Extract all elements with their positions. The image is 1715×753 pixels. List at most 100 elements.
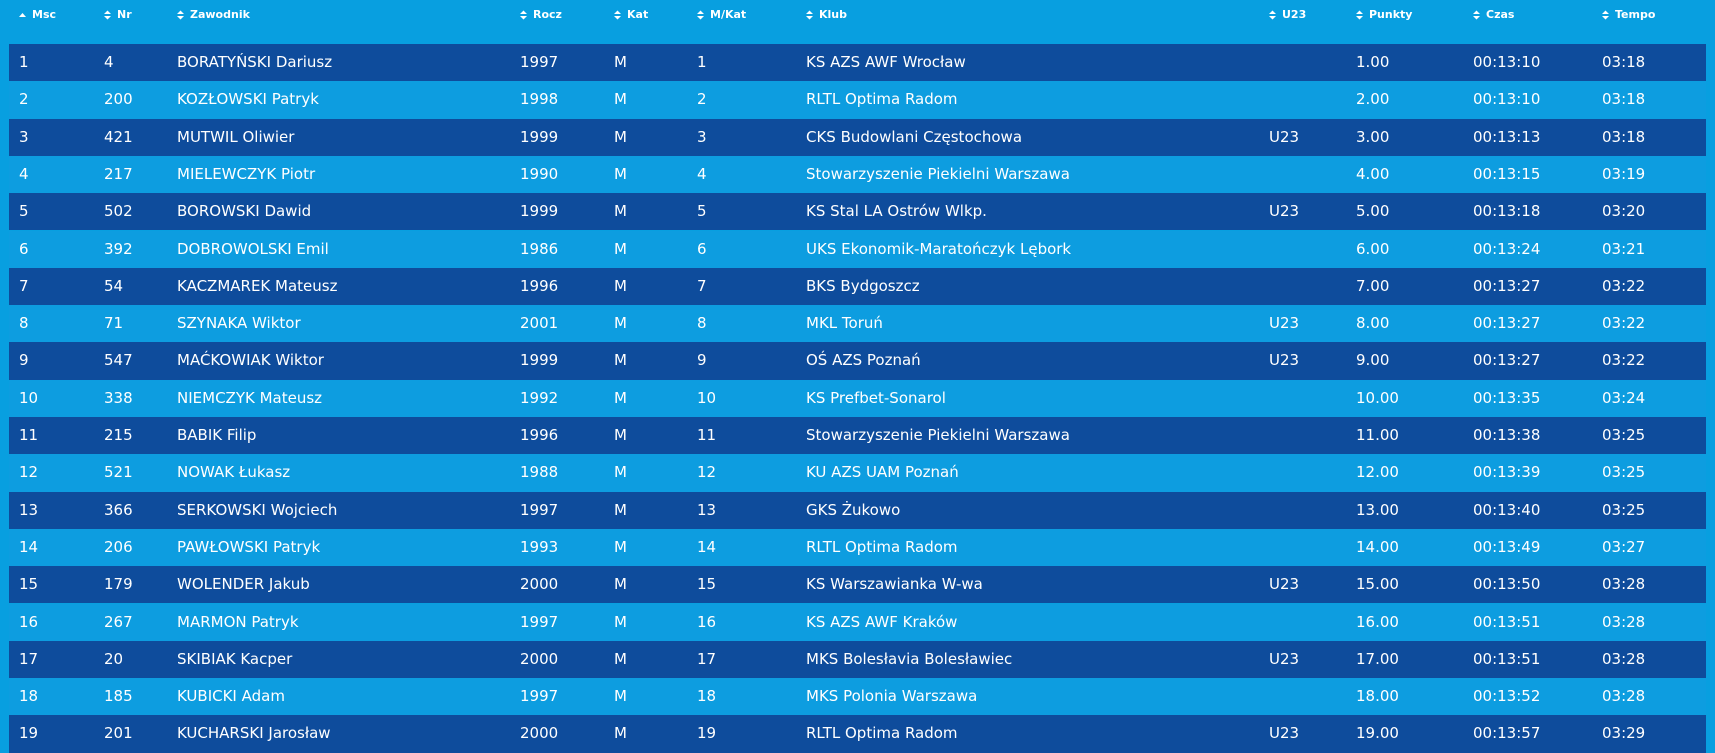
sort-icon	[1269, 10, 1276, 19]
sort-icon	[19, 12, 26, 17]
table-cell: 10	[697, 388, 717, 407]
table-cell: 200	[104, 90, 133, 109]
table-cell: 521	[104, 463, 133, 482]
column-header-label: Punkty	[1369, 8, 1413, 21]
table-cell: 00:13:27	[1473, 351, 1541, 370]
table-cell: 338	[104, 388, 133, 407]
table-cell: WOLENDER Jakub	[177, 575, 310, 594]
table-cell: 2	[19, 90, 29, 109]
table-row: 11 215 BABIK Filip 1996 M 11 Stowarzyszenie Pi…	[9, 417, 1706, 455]
table-cell: 1996	[520, 426, 559, 444]
table-cell: M	[614, 202, 627, 221]
table-row: 2 200 KOZŁOWSKI Patryk 1998 M 2 RLTL Optima Ra…	[9, 81, 1706, 119]
table-row: 9 547 MAĆKOWIAK Wiktor 1999 M 9 OŚ AZS Poznań U…	[9, 342, 1706, 380]
column-header[interactable]: Nr	[104, 8, 132, 21]
table-cell: MKS Polonia Warszawa	[806, 687, 978, 706]
column-header-label: Rocz	[533, 8, 562, 21]
table-cell: 6.00	[1356, 239, 1390, 258]
table-cell: 1997	[520, 687, 559, 706]
column-header-label: Nr	[117, 8, 132, 21]
table-cell: 179	[104, 575, 133, 594]
column-header[interactable]: Rocz	[520, 8, 562, 21]
table-cell: M	[614, 575, 627, 594]
table-cell: 1	[697, 53, 707, 71]
table-cell: 5.00	[1356, 202, 1390, 221]
column-header[interactable]: Klub	[806, 8, 847, 21]
table-cell: M	[614, 388, 627, 407]
table-cell: 547	[104, 351, 133, 370]
column-header[interactable]: Kat	[614, 8, 648, 21]
table-cell: 9	[19, 351, 29, 370]
table-cell: 03:21	[1602, 239, 1646, 258]
table-cell: 03:25	[1602, 426, 1646, 444]
table-cell: BABIK Filip	[177, 426, 257, 444]
table-cell: 1.00	[1356, 53, 1390, 71]
table-cell: GKS Żukowo	[806, 500, 901, 519]
column-header[interactable]: Tempo	[1602, 8, 1655, 21]
table-cell: BORATYŃSKI Dariusz	[177, 53, 333, 71]
table-cell: 03:28	[1602, 687, 1646, 706]
table-cell: 2001	[520, 314, 559, 333]
table-cell: M	[614, 426, 627, 444]
table-cell: 00:13:51	[1473, 649, 1541, 668]
table-cell: MKS Bolesłavia Bolesławiec	[806, 649, 1013, 668]
table-cell: 03:25	[1602, 463, 1646, 482]
table-cell: 00:13:50	[1473, 575, 1541, 594]
table-cell: 16	[19, 612, 39, 631]
table-cell: 5	[19, 202, 29, 221]
table-cell: 03:19	[1602, 164, 1646, 183]
table-cell: 421	[104, 127, 133, 146]
table-cell: 03:22	[1602, 276, 1646, 295]
table-cell: 00:13:39	[1473, 463, 1541, 482]
table-cell: 00:13:35	[1473, 388, 1541, 407]
column-header[interactable]: Zawodnik	[177, 8, 250, 21]
table-cell: MAĆKOWIAK Wiktor	[177, 351, 324, 370]
table-cell: 03:18	[1602, 90, 1646, 109]
table-cell: 00:13:18	[1473, 202, 1541, 221]
table-cell: 03:18	[1602, 53, 1646, 71]
table-cell: CKS Budowlani Częstochowa	[806, 127, 1023, 146]
table-cell: 8	[19, 314, 29, 333]
table-cell: 19.00	[1356, 724, 1399, 743]
table-cell: 03:28	[1602, 575, 1646, 594]
table-cell: NOWAK Łukasz	[177, 463, 291, 482]
table-cell: MKL Toruń	[806, 314, 883, 333]
table-cell: M	[614, 649, 627, 668]
table-cell: MUTWIL Oliwier	[177, 127, 295, 146]
table-cell: 03:24	[1602, 388, 1646, 407]
table-cell: 5	[697, 202, 707, 221]
table-cell: 10.00	[1356, 388, 1399, 407]
column-header[interactable]: Punkty	[1356, 8, 1412, 21]
column-header-label: Zawodnik	[190, 8, 250, 21]
table-cell: DOBROWOLSKI Emil	[177, 239, 329, 258]
table-cell: KS Warszawianka W-wa	[806, 575, 983, 594]
table-cell: 1997	[520, 500, 559, 519]
column-header-label: U23	[1282, 8, 1307, 21]
table-cell: 14.00	[1356, 537, 1399, 556]
table-cell: PAWŁOWSKI Patryk	[177, 537, 321, 556]
column-header[interactable]: U23	[1269, 8, 1306, 21]
sort-icon	[104, 10, 111, 19]
table-cell: 03:22	[1602, 314, 1646, 333]
table-row: 18 185 KUBICKI Adam 1997 M 18 MKS Polonia Wars…	[9, 678, 1706, 716]
table-cell: 00:13:27	[1473, 276, 1541, 295]
column-header[interactable]: Czas	[1473, 8, 1514, 21]
column-header[interactable]: M/Kat	[697, 8, 746, 21]
table-cell: 18.00	[1356, 687, 1399, 706]
table-cell: M	[614, 276, 627, 295]
table-cell: U23	[1269, 724, 1300, 743]
table-header: Msc Nr Zawodnik Rocz Kat M/Kat Klub U23 Punkty Cz…	[0, 0, 1715, 30]
table-cell: 13	[697, 500, 717, 519]
table-cell: KACZMAREK Mateusz	[177, 276, 338, 295]
table-cell: 13	[19, 500, 39, 519]
column-header[interactable]: Msc	[19, 8, 56, 21]
table-cell: KUCHARSKI Jarosław	[177, 724, 331, 743]
table-cell: U23	[1269, 202, 1300, 221]
table-cell: 6	[19, 239, 29, 258]
table-cell: KU AZS UAM Poznań	[806, 463, 959, 482]
table-cell: 54	[104, 276, 124, 295]
table-cell: RLTL Optima Radom	[806, 90, 958, 109]
sort-icon	[1473, 10, 1480, 19]
table-cell: RLTL Optima Radom	[806, 724, 958, 743]
table-cell: 71	[104, 314, 124, 333]
